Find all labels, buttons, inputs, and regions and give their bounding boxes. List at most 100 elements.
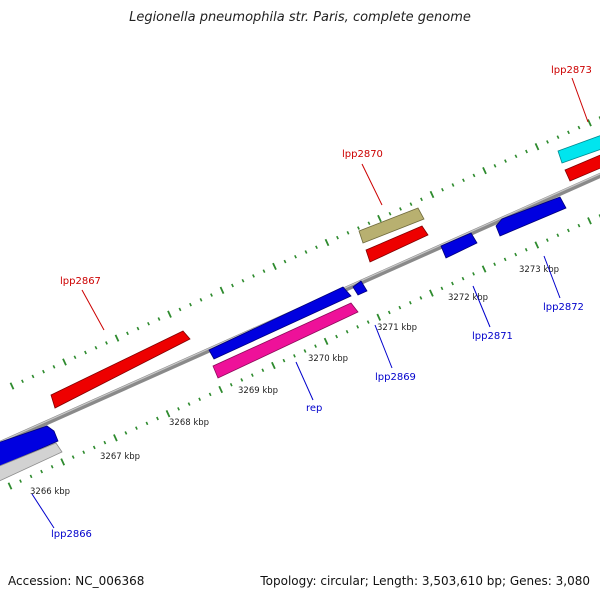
tick-upper-46 [493,164,497,168]
tick-upper-52 [556,135,560,139]
feature-rep-pink[interactable] [212,302,359,379]
feature-lpp2870-red[interactable] [365,225,429,263]
tick-upper-1 [21,379,24,384]
tick-lower-33 [356,325,360,329]
scale-label-3269: 3269 kbp [238,386,278,396]
tick-lower-39 [419,296,423,300]
tick-lower-13 [145,421,149,426]
feature-lpp2872-blue[interactable] [495,196,567,237]
tick-lower-37 [398,305,402,310]
tick-upper-41 [441,187,444,192]
leader-lpp2872 [543,255,561,299]
tick-lower-30 [323,337,329,345]
tick-upper-50 [534,143,540,151]
tick-lower-32 [345,329,349,334]
label-lpp2866[interactable]: lpp2866 [51,529,92,540]
label-lpp2869[interactable]: lpp2869 [375,372,416,383]
tick-lower-26 [282,358,286,363]
tick-upper-6 [73,355,77,360]
tick-upper-12 [136,326,140,331]
tick-upper-5 [62,358,67,366]
tick-upper-23 [252,274,255,278]
scale-labels: 3266 kbp 3267 kbp 3268 kbp 3269 kbp 3270… [30,265,559,497]
label-rep[interactable]: rep [306,403,322,414]
tick-lower-11 [124,431,128,435]
feature-lpp2870-olive[interactable] [358,207,425,244]
tick-lower-6 [71,455,75,459]
tick-row-lower [7,214,600,490]
tick-upper-44 [472,173,476,178]
tick-upper-30 [324,238,330,247]
feature-lpp2873-red[interactable] [564,151,600,182]
feature-lpp2869-small[interactable] [352,280,368,296]
genome-summary-text: Topology: circular; Length: 3,503,610 bp… [260,574,590,588]
label-lpp2871[interactable]: lpp2871 [472,331,513,342]
tick-upper-20 [219,286,225,294]
scale-label-3266: 3266 kbp [30,487,70,497]
tick-lower-46 [493,262,497,267]
feature-rep-blue[interactable] [208,286,352,360]
tick-upper-40 [429,190,435,199]
scale-label-3267: 3267 kbp [100,452,140,462]
tick-lower-40 [429,289,434,297]
feature-lpp2867-red[interactable] [50,330,191,409]
tick-lower-22 [240,378,244,382]
tick-lower-5 [60,458,66,466]
tick-lower-21 [229,382,233,387]
tick-lower-52 [556,233,560,238]
label-lpp2870[interactable]: lpp2870 [342,149,383,160]
scale-label-3270: 3270 kbp [308,354,348,364]
leader-lpp2869 [374,324,393,369]
tick-upper-48 [514,154,518,159]
tick-lower-16 [177,407,180,411]
feature-lpp2866-grey[interactable] [0,442,63,490]
tick-lower-10 [113,434,118,442]
tick-lower-23 [250,373,254,377]
tick-lower-15 [165,410,171,418]
tick-upper-51 [546,140,549,144]
tick-upper-7 [84,350,87,355]
label-lpp2872[interactable]: lpp2872 [543,302,584,313]
tick-upper-35 [377,214,382,223]
tick-upper-8 [94,345,98,350]
tick-lower-47 [503,257,507,262]
feature-lpp2873-cyan[interactable] [557,132,600,164]
tick-upper-55 [587,119,592,127]
tick-lower-9 [103,440,107,445]
tick-lower-28 [303,349,307,353]
tick-upper-9 [105,341,108,345]
scale-label-3268: 3268 kbp [169,418,209,428]
tick-lower-53 [566,228,570,233]
label-lpp2873[interactable]: lpp2873 [551,65,592,76]
tick-upper-18 [199,298,203,302]
tick-upper-33 [357,226,360,230]
tick-upper-27 [294,254,297,259]
scale-label-3273: 3273 kbp [519,265,559,275]
tick-upper-42 [451,183,455,187]
tick-upper-49 [525,149,528,154]
tick-upper-32 [346,231,350,235]
tick-upper-26 [283,259,287,264]
tick-lower-4 [50,464,54,469]
leader-lines [31,77,589,529]
tick-lower-29 [314,344,317,348]
tick-upper-15 [167,310,172,318]
feature-lpp2871-blue[interactable] [440,232,478,259]
features [0,132,600,490]
tick-upper-54 [577,125,581,130]
map-title: Legionella pneumophila str. Paris, compl… [129,10,471,25]
tick-upper-34 [367,221,371,226]
tick-lower-54 [577,223,581,228]
tick-lower-41 [440,286,444,291]
tick-lower-48 [514,252,518,257]
label-lpp2867[interactable]: lpp2867 [60,276,101,287]
tick-upper-39 [420,197,423,202]
tick-lower-43 [461,276,465,281]
tick-upper-45 [482,167,487,175]
tick-row-upper [9,116,600,390]
tick-upper-2 [31,374,35,379]
feature-lpp2866-blue[interactable] [0,425,59,475]
tick-lower-24 [261,368,265,373]
tick-upper-28 [304,250,308,254]
